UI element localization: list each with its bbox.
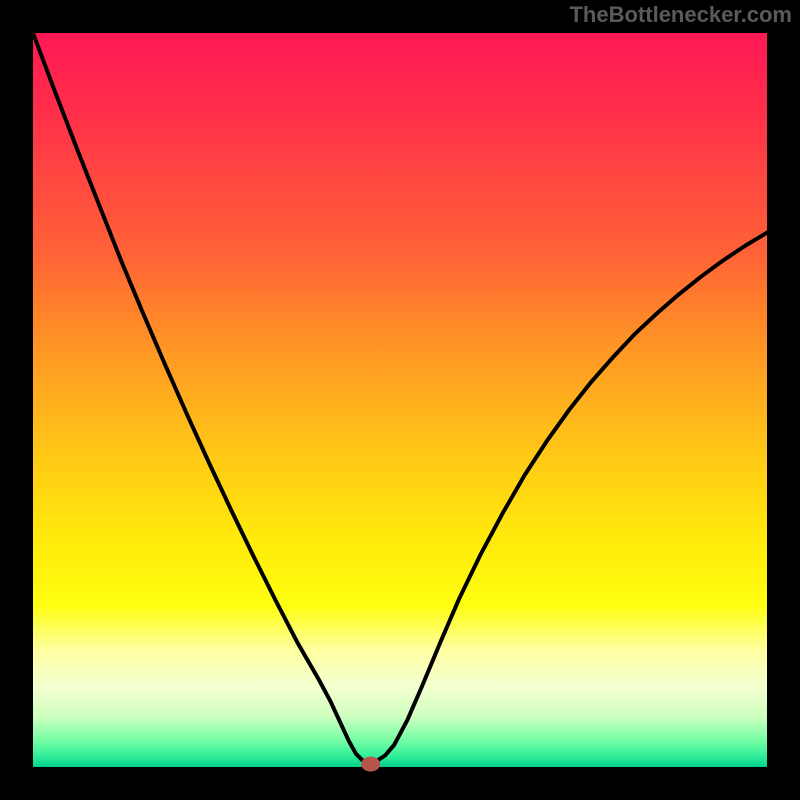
watermark-text: TheBottlenecker.com (569, 2, 792, 28)
optimal-marker (362, 757, 380, 771)
chart-container: TheBottlenecker.com (0, 0, 800, 800)
plot-background (33, 33, 767, 767)
chart-svg (0, 0, 800, 800)
